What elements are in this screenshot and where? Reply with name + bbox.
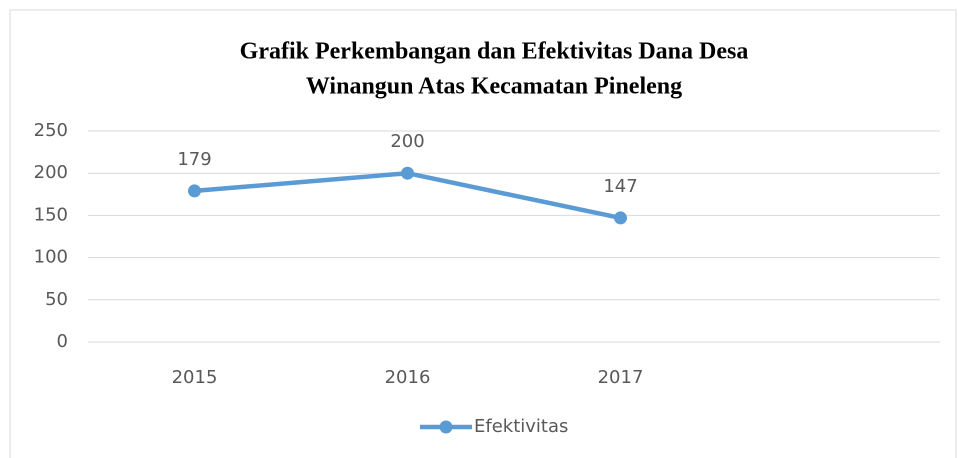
y-tick-label: 150 [34,204,68,225]
point [614,211,627,225]
x-tick-label: 2016 [385,367,431,388]
data-label: 200 [390,131,424,152]
x-tick-label: 2017 [598,367,644,388]
y-tick-label: 100 [34,247,68,268]
y-tick-label: 250 [34,120,68,141]
data-label: 147 [603,176,637,197]
y-tick-label: 0 [57,331,68,352]
data-label: 179 [177,149,211,170]
chart-title: Winangun Atas Kecamatan Pineleng [306,74,682,100]
x-tick-label: 2015 [172,367,218,388]
legend-label: Efektivitas [474,416,568,437]
point [401,166,414,180]
y-tick-label: 50 [45,289,68,310]
chart-title: Grafik Perkembangan dan Efektivitas Dana… [240,39,749,65]
chart-border [9,9,957,458]
legend-marker [439,420,453,434]
point [188,184,201,198]
y-tick-label: 200 [34,162,68,183]
